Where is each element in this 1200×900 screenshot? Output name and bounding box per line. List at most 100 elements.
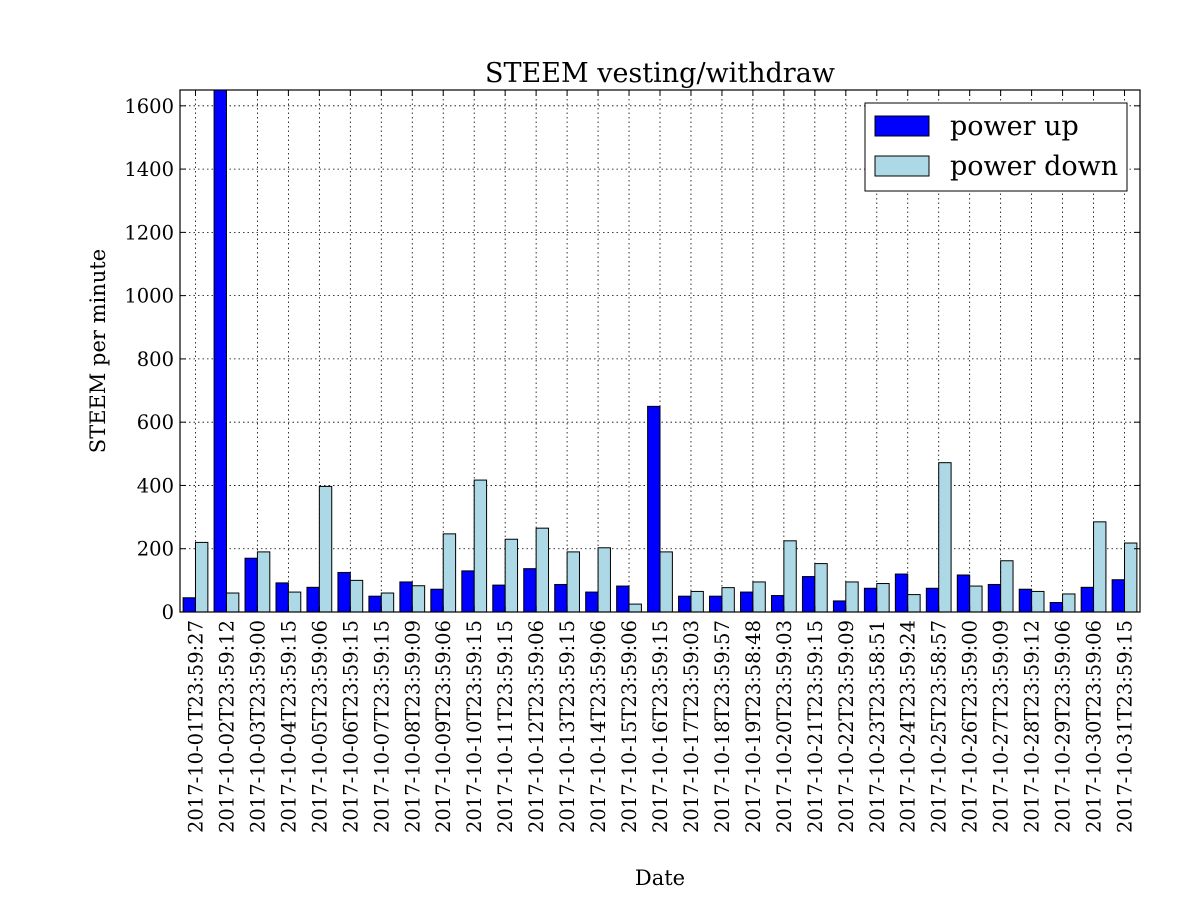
bar-power-down bbox=[907, 594, 921, 613]
x-tick-label: 2017-10-15T23:59:06 bbox=[618, 620, 641, 833]
bar-power-up bbox=[1049, 602, 1064, 613]
x-tick-label: 2017-10-23T23:58:51 bbox=[866, 620, 889, 833]
bar-power-down bbox=[845, 581, 859, 613]
legend-swatch-power-up bbox=[874, 115, 930, 137]
x-tick-label: 2017-10-12T23:59:06 bbox=[525, 620, 548, 833]
bar-power-down bbox=[752, 581, 766, 613]
bar-power-up bbox=[585, 591, 599, 613]
axis-ticks: 0 200 400 600 800 1000 1200 1400 1600 2017-10-01T… bbox=[124, 90, 1140, 833]
x-tick-label: 2017-10-03T23:59:00 bbox=[246, 620, 269, 833]
x-tick-label: 2017-10-05T23:59:06 bbox=[308, 620, 331, 833]
y-tick-label: 1200 bbox=[124, 221, 174, 244]
x-tick-label: 2017-10-06T23:59:15 bbox=[339, 620, 362, 833]
x-tick-label: 2017-10-27T23:59:09 bbox=[990, 620, 1013, 833]
y-tick-label: 1400 bbox=[124, 158, 174, 181]
bar-power-down bbox=[318, 485, 333, 613]
bar-power-up bbox=[430, 588, 444, 613]
x-tick-label: 2017-10-25T23:58:57 bbox=[928, 620, 951, 833]
y-tick-label: 400 bbox=[137, 474, 174, 497]
x-axis-label: Date bbox=[635, 866, 685, 890]
bar-power-down bbox=[287, 591, 302, 613]
x-tick-label: 2017-10-29T23:59:06 bbox=[1052, 620, 1075, 833]
bar-power-down bbox=[783, 540, 797, 613]
bar-power-up bbox=[647, 405, 661, 613]
x-tick-label: 2017-10-31T23:59:15 bbox=[1114, 620, 1137, 833]
bar-power-up bbox=[1111, 579, 1126, 613]
bar-power-up bbox=[678, 595, 692, 613]
x-tick-label: 2017-10-10T23:59:15 bbox=[463, 620, 486, 833]
bar-power-up bbox=[368, 595, 382, 613]
bar-power-up bbox=[244, 557, 258, 613]
y-tick-label: 200 bbox=[137, 538, 174, 561]
bar-power-up bbox=[925, 587, 940, 613]
bar-power-up bbox=[956, 574, 971, 613]
bar-power-down bbox=[1093, 521, 1107, 613]
x-tick-label: 2017-10-14T23:59:06 bbox=[587, 620, 610, 833]
x-tick-label: 2017-10-08T23:59:09 bbox=[401, 620, 424, 833]
bar-power-down bbox=[535, 527, 550, 613]
y-tick-label: 800 bbox=[137, 348, 174, 371]
bar-power-up bbox=[987, 583, 1002, 613]
bar-power-down bbox=[349, 579, 364, 613]
bar-power-down bbox=[938, 462, 952, 613]
bar-power-down bbox=[442, 533, 457, 613]
bar-power-up bbox=[213, 89, 227, 613]
bar-power-down bbox=[473, 479, 488, 613]
legend-label-power-down: power down bbox=[950, 151, 1118, 182]
bar-power-down bbox=[411, 585, 426, 613]
bar-power-up bbox=[740, 591, 754, 613]
x-tick-label: 2017-10-01T23:59:27 bbox=[184, 620, 207, 833]
bar-power-down bbox=[504, 538, 519, 613]
x-tick-label: 2017-10-16T23:59:15 bbox=[649, 620, 672, 833]
bar-power-up bbox=[894, 573, 909, 613]
bar-power-up bbox=[1080, 586, 1095, 613]
x-tick-label: 2017-10-21T23:59:15 bbox=[804, 620, 827, 833]
bar-power-up bbox=[337, 571, 351, 613]
bar-power-down bbox=[256, 551, 271, 613]
x-tick-label: 2017-10-02T23:59:12 bbox=[215, 620, 238, 833]
y-tick-label: 1000 bbox=[124, 285, 174, 308]
bar-power-down bbox=[690, 590, 704, 613]
bar-power-down bbox=[1031, 590, 1045, 613]
y-tick-label: 1600 bbox=[124, 95, 174, 118]
bar-power-up bbox=[616, 585, 630, 613]
x-tick-label: 2017-10-07T23:59:15 bbox=[370, 620, 393, 833]
x-tick-label: 2017-10-11T23:59:15 bbox=[494, 620, 517, 833]
bar-power-down bbox=[380, 592, 395, 613]
x-tick-label: 2017-10-24T23:59:24 bbox=[897, 620, 920, 833]
x-tick-label: 2017-10-26T23:59:00 bbox=[959, 620, 982, 833]
bar-power-down bbox=[876, 583, 890, 613]
bar-power-down bbox=[1062, 593, 1076, 613]
bar-power-up bbox=[275, 582, 289, 613]
bar-power-up bbox=[709, 595, 723, 613]
bar-power-up bbox=[801, 576, 816, 613]
legend-label-power-up: power up bbox=[950, 111, 1079, 142]
legend-swatch-power-down bbox=[874, 155, 930, 177]
x-tick-label: 2017-10-17T23:59:03 bbox=[680, 620, 703, 833]
bar-power-up bbox=[832, 600, 847, 613]
bar-power-up bbox=[306, 586, 320, 613]
x-tick-label: 2017-10-20T23:59:03 bbox=[773, 620, 796, 833]
bar-power-down bbox=[721, 587, 735, 613]
x-tick-label: 2017-10-22T23:59:09 bbox=[835, 620, 858, 833]
bar-power-up bbox=[523, 568, 537, 613]
bar-power-up bbox=[399, 581, 413, 613]
x-tick-label: 2017-10-30T23:59:06 bbox=[1083, 620, 1106, 833]
bar-power-down bbox=[628, 603, 642, 613]
bar-power-up bbox=[554, 583, 568, 613]
x-tick-label: 2017-10-13T23:59:15 bbox=[556, 620, 579, 833]
chart-title: STEEM vesting/withdraw bbox=[485, 58, 835, 89]
y-axis-label: STEEM per minute bbox=[86, 249, 110, 453]
bar-power-down bbox=[1000, 560, 1014, 613]
legend: power up power down bbox=[864, 102, 1128, 192]
y-tick-label: 0 bbox=[162, 601, 174, 624]
bar-power-down bbox=[194, 541, 209, 613]
bar-power-up bbox=[863, 587, 878, 613]
bar-power-up bbox=[492, 584, 506, 613]
bar-power-up bbox=[182, 597, 196, 613]
x-tick-label: 2017-10-19T23:58:48 bbox=[742, 620, 765, 833]
bar-power-down bbox=[566, 551, 580, 613]
x-tick-label: 2017-10-28T23:59:12 bbox=[1021, 620, 1044, 833]
bar-power-down bbox=[969, 585, 983, 613]
